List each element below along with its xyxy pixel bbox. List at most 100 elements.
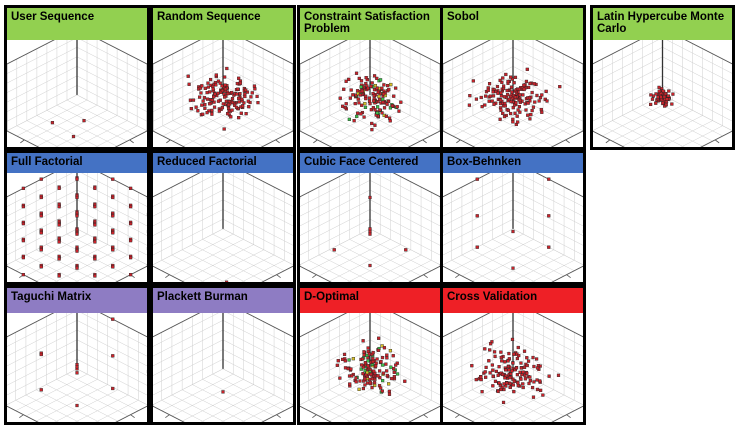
design-point	[57, 205, 61, 209]
method-title: Sobol	[443, 8, 583, 40]
design-point	[224, 280, 229, 282]
design-point	[507, 368, 511, 372]
design-point	[39, 231, 43, 235]
design-point	[372, 99, 376, 103]
design-point	[479, 378, 483, 382]
design-point	[387, 389, 391, 393]
design-point	[649, 93, 653, 97]
design-point	[649, 102, 653, 107]
design-point	[391, 354, 395, 358]
design-point	[378, 376, 382, 380]
design-point	[223, 83, 227, 87]
design-point	[475, 245, 479, 249]
cube-frame	[593, 40, 732, 147]
design-point	[57, 240, 61, 244]
method-title: Taguchi Matrix	[7, 288, 147, 313]
design-point	[111, 317, 115, 321]
design-point	[516, 383, 520, 388]
design-point	[357, 387, 361, 391]
design-point	[547, 214, 551, 218]
axis-ticks	[443, 131, 583, 144]
design-point	[510, 337, 515, 342]
design-point	[657, 85, 661, 89]
design-point	[521, 385, 525, 390]
design-point	[374, 364, 378, 368]
design-point	[558, 85, 562, 89]
design-point	[201, 99, 205, 103]
design-point	[519, 361, 523, 365]
design-point	[381, 97, 385, 101]
design-point	[129, 205, 133, 209]
cube-plot-3d	[7, 173, 147, 282]
design-point	[205, 111, 209, 115]
design-point	[503, 376, 507, 380]
design-point	[233, 103, 237, 108]
design-point	[659, 95, 663, 99]
design-point	[380, 344, 384, 348]
design-point	[517, 353, 521, 358]
design-points	[153, 390, 293, 408]
design-point	[491, 384, 495, 388]
design-points	[7, 317, 147, 408]
design-point	[509, 111, 513, 116]
design-point	[511, 383, 515, 387]
design-point	[206, 81, 210, 85]
design-point	[359, 367, 363, 371]
design-point	[378, 369, 382, 373]
design-point	[381, 100, 385, 104]
design-point	[381, 371, 386, 375]
design-point	[360, 363, 364, 367]
design-point	[365, 381, 370, 385]
design-point	[223, 87, 228, 91]
design-point	[361, 371, 365, 376]
design-point	[535, 387, 540, 392]
design-point	[488, 371, 492, 375]
design-point	[57, 223, 61, 227]
design-point	[499, 108, 503, 112]
cube-frame	[443, 40, 583, 147]
design-point	[363, 105, 368, 109]
design-point	[205, 97, 210, 101]
design-point	[661, 89, 665, 93]
method-card-box-behnken: Box-Behnken	[440, 150, 586, 285]
design-point	[194, 105, 198, 109]
design-point	[57, 257, 61, 261]
design-point	[75, 371, 79, 375]
design-point	[384, 362, 388, 366]
design-point	[247, 105, 251, 109]
design-point	[484, 94, 488, 98]
design-point	[382, 83, 386, 87]
design-point	[348, 96, 352, 100]
design-point	[338, 376, 342, 380]
cube-gridlines	[300, 173, 440, 282]
method-title: Plackett Burman	[153, 288, 293, 313]
design-point	[531, 395, 536, 399]
design-point	[654, 101, 658, 105]
cube-gridlines	[7, 40, 147, 147]
design-point	[511, 120, 515, 124]
design-point	[207, 109, 211, 113]
design-point	[367, 352, 372, 356]
design-point	[494, 369, 498, 374]
design-point	[216, 91, 220, 95]
design-point	[502, 387, 506, 392]
design-point	[515, 356, 519, 361]
design-point	[540, 110, 544, 114]
design-point	[362, 115, 366, 119]
design-point	[203, 86, 207, 90]
design-point	[518, 370, 522, 374]
design-point	[370, 121, 374, 126]
design-point	[198, 95, 202, 99]
design-point	[496, 389, 500, 394]
design-point	[667, 89, 671, 93]
design-point	[381, 92, 386, 96]
design-point	[245, 90, 250, 94]
design-point	[250, 91, 254, 95]
design-point	[211, 87, 215, 91]
design-point	[513, 95, 518, 99]
design-point	[344, 79, 348, 83]
design-point	[357, 76, 361, 81]
design-point	[507, 351, 511, 356]
design-point	[525, 363, 529, 368]
cube-plot-3d	[300, 173, 440, 282]
